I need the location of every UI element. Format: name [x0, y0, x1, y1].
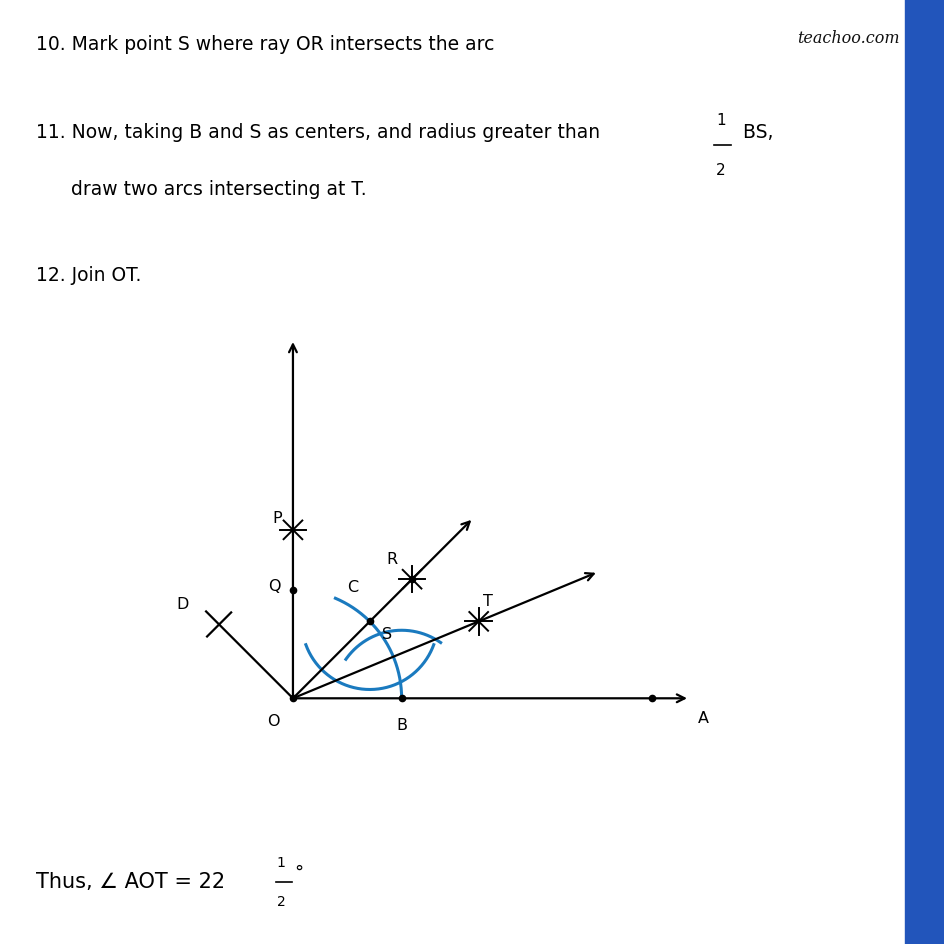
- Text: BS,: BS,: [736, 123, 773, 142]
- Text: B: B: [396, 717, 407, 733]
- Text: draw two arcs intersecting at T.: draw two arcs intersecting at T.: [71, 179, 366, 198]
- Text: °: °: [294, 862, 303, 881]
- Text: S: S: [381, 627, 392, 642]
- Bar: [904, 0, 944, 944]
- Text: 1: 1: [716, 112, 725, 127]
- Text: D: D: [177, 597, 189, 612]
- Text: Thus, ∠ AOT = 22: Thus, ∠ AOT = 22: [36, 870, 225, 891]
- Text: 1: 1: [277, 855, 285, 869]
- Text: 11. Now, taking B and S as centers, and radius greater than: 11. Now, taking B and S as centers, and …: [36, 123, 599, 142]
- Text: 2: 2: [277, 894, 285, 908]
- Text: A: A: [697, 710, 708, 725]
- Text: teachoo.com: teachoo.com: [797, 30, 899, 47]
- Text: C: C: [346, 579, 358, 594]
- Text: P: P: [272, 511, 281, 526]
- Text: Q: Q: [268, 579, 280, 594]
- Text: O: O: [267, 714, 279, 729]
- Text: 12. Join OT.: 12. Join OT.: [36, 266, 142, 285]
- Text: T: T: [483, 594, 493, 609]
- Text: R: R: [386, 551, 397, 566]
- Text: 2: 2: [716, 163, 725, 178]
- Text: 10. Mark point S where ray OR intersects the arc: 10. Mark point S where ray OR intersects…: [36, 35, 494, 54]
